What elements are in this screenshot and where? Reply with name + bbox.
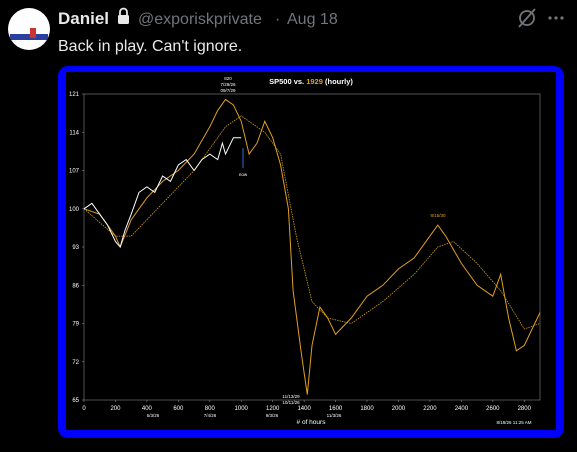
x-tick-label: 2000 <box>392 406 406 412</box>
y-tick-label: 107 <box>69 169 80 175</box>
x-tick-label: 1200 <box>266 406 280 412</box>
x-tick-label: 2200 <box>423 406 437 412</box>
date[interactable]: Aug 18 <box>287 11 338 28</box>
handle[interactable]: @exporiskprivate <box>138 11 262 28</box>
y-tick-label: 72 <box>72 360 79 366</box>
annotation: 11/3/26 <box>327 413 342 418</box>
y-tick-label: 65 <box>72 398 79 404</box>
annotation: now <box>239 172 248 177</box>
x-tick-label: 600 <box>173 406 184 412</box>
x-tick-label: 2600 <box>486 406 500 412</box>
grok-icon[interactable] <box>518 8 536 28</box>
annotation: 11/13/29 <box>282 394 300 399</box>
x-tick-label: 0 <box>82 406 86 412</box>
annotation: 8/15/30 <box>430 213 446 218</box>
x-tick-label: 800 <box>205 406 216 412</box>
series-line <box>83 137 242 249</box>
x-tick-label: 200 <box>110 406 121 412</box>
x-tick-label: 400 <box>142 406 153 412</box>
annotation: 09/7/29 <box>220 88 236 93</box>
annotation: 9/3/26 <box>266 413 279 418</box>
y-tick-label: 114 <box>69 130 79 136</box>
x-axis-title: # of hours <box>297 419 327 426</box>
series-line <box>83 115 541 330</box>
more-icon[interactable] <box>548 16 564 20</box>
y-tick-label: 121 <box>69 92 80 98</box>
lock-icon <box>118 7 129 24</box>
x-tick-label: 1800 <box>360 406 374 412</box>
annotation: 820 <box>224 76 232 81</box>
annotation: 7/4/26 <box>204 413 217 418</box>
title-part: 1929 <box>306 77 323 86</box>
y-tick-label: 93 <box>72 245 79 251</box>
annotation: 5/3/26 <box>147 413 160 418</box>
annotation: 8/18/26 11:25 AM <box>497 420 532 425</box>
annotation: 7/29/26 <box>220 82 236 87</box>
title-part: SP500 vs. <box>269 77 306 86</box>
y-tick-label: 86 <box>72 283 79 289</box>
annotation: 10/11/26 <box>282 400 300 405</box>
avatar[interactable] <box>8 8 50 50</box>
chart-area <box>66 72 556 430</box>
x-tick-label: 2800 <box>518 406 532 412</box>
title-part: (hourly) <box>323 77 353 86</box>
x-tick-label: 1600 <box>329 406 343 412</box>
chart-title: SP500 vs. 1929 (hourly) <box>269 77 353 86</box>
x-tick-label: 1000 <box>235 406 249 412</box>
display-name[interactable]: Daniel <box>58 9 109 28</box>
x-tick-label: 1400 <box>297 406 311 412</box>
x-tick-label: 2400 <box>455 406 469 412</box>
y-tick-label: 100 <box>69 207 80 213</box>
tweet-text: Back in play. Can't ignore. <box>58 38 242 55</box>
y-tick-label: 79 <box>72 322 79 328</box>
series-line <box>83 98 541 395</box>
separator: · <box>275 11 280 28</box>
